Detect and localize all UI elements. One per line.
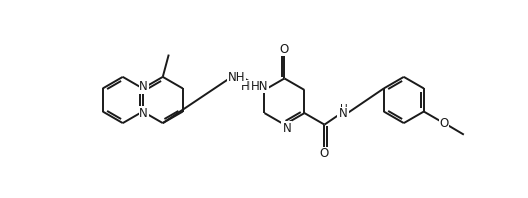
Text: H: H <box>341 108 348 118</box>
Text: O: O <box>280 43 289 56</box>
Text: O: O <box>320 147 329 160</box>
Text: HN: HN <box>241 80 258 93</box>
Text: H: H <box>340 104 347 114</box>
Text: N: N <box>139 107 148 120</box>
Text: N: N <box>281 122 290 135</box>
Text: NH: NH <box>228 71 246 84</box>
Text: N: N <box>139 80 148 93</box>
Text: N: N <box>340 107 348 120</box>
Text: HN: HN <box>251 80 269 93</box>
Text: N: N <box>139 107 148 120</box>
Text: O: O <box>320 147 329 160</box>
Text: O: O <box>439 117 448 129</box>
Text: O: O <box>280 43 289 56</box>
Text: NH: NH <box>228 71 246 84</box>
Text: N: N <box>282 122 291 135</box>
Text: O: O <box>439 117 448 129</box>
Text: H: H <box>338 105 346 115</box>
Text: N: N <box>338 108 346 121</box>
Text: N: N <box>139 80 148 93</box>
